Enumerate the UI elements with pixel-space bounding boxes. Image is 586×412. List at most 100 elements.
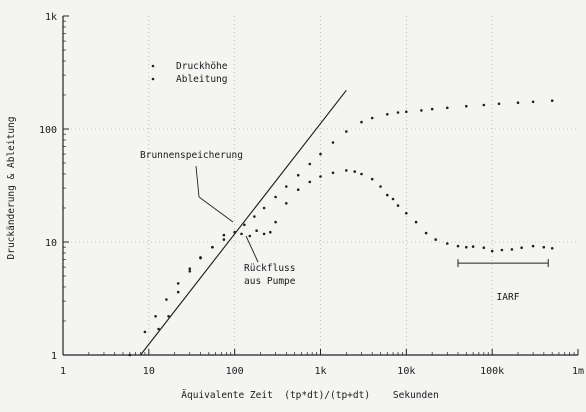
y-tick-label: 1k bbox=[45, 12, 57, 23]
legend-marker-druckhoehe bbox=[151, 64, 155, 68]
data-point bbox=[262, 206, 266, 210]
data-point bbox=[165, 298, 168, 301]
data-point bbox=[379, 185, 382, 188]
data-point bbox=[434, 238, 438, 241]
data-point bbox=[500, 248, 504, 252]
y-tick-label: 1 bbox=[51, 351, 57, 362]
data-point bbox=[319, 175, 322, 178]
data-point bbox=[482, 246, 486, 249]
data-point bbox=[414, 220, 418, 224]
data-point bbox=[396, 204, 400, 207]
data-point bbox=[497, 102, 501, 106]
data-point bbox=[269, 230, 272, 234]
data-point bbox=[360, 120, 363, 124]
data-point bbox=[248, 234, 252, 238]
data-point bbox=[167, 315, 170, 318]
data-point bbox=[370, 177, 374, 181]
legend: Druckhöhe Ableitung bbox=[151, 61, 228, 85]
data-point bbox=[143, 330, 147, 334]
data-point bbox=[319, 152, 322, 156]
data-point bbox=[353, 170, 357, 173]
data-point bbox=[370, 116, 374, 120]
data-point bbox=[345, 130, 348, 133]
data-point bbox=[424, 231, 428, 235]
x-axis-label: Äquivalente Zeit (tp*dt)/(tp+dt) Sekunde… bbox=[181, 390, 438, 401]
x-tick-label: 1 bbox=[60, 366, 66, 377]
data-point bbox=[516, 101, 520, 104]
data-point bbox=[446, 242, 449, 245]
y-axis-label: Druckänderung & Ableitung bbox=[6, 117, 17, 260]
data-point bbox=[211, 245, 214, 249]
data-point bbox=[285, 185, 288, 188]
legend-label-druckhoehe: Druckhöhe bbox=[176, 61, 228, 72]
data-point bbox=[128, 353, 132, 357]
x-tick-label: 10k bbox=[397, 366, 415, 377]
data-point bbox=[285, 202, 288, 205]
data-point bbox=[331, 141, 335, 144]
data-point bbox=[482, 103, 486, 107]
data-point bbox=[520, 246, 523, 249]
series-layer bbox=[128, 99, 554, 357]
data-point bbox=[157, 327, 160, 331]
data-point bbox=[222, 233, 226, 237]
series-druckhoehe bbox=[128, 99, 554, 357]
data-point bbox=[446, 106, 449, 110]
data-point bbox=[331, 171, 335, 175]
data-point bbox=[550, 247, 554, 250]
data-point bbox=[255, 229, 258, 232]
data-point bbox=[420, 109, 423, 112]
data-point bbox=[430, 107, 434, 111]
annotation-brunnenspeicherung: Brunnenspeicherung bbox=[140, 150, 243, 161]
data-point bbox=[510, 248, 514, 251]
y-tick-label: 100 bbox=[39, 125, 57, 136]
data-point bbox=[188, 270, 192, 273]
data-point bbox=[465, 104, 468, 108]
leader-line-rueckfluss bbox=[245, 235, 259, 263]
axes: 1 10 100 1k 10k 100k 1m 1 10 100 1k bbox=[39, 12, 584, 377]
leader-line-brunnenspeicherung-2 bbox=[198, 196, 234, 223]
x-tick-label: 1m bbox=[572, 366, 584, 377]
data-point bbox=[176, 290, 180, 294]
data-point bbox=[199, 256, 202, 260]
y-tick-label: 10 bbox=[45, 238, 57, 249]
data-point bbox=[456, 244, 460, 248]
series-ableitung bbox=[157, 169, 554, 331]
data-point bbox=[274, 220, 277, 224]
data-point bbox=[542, 245, 546, 249]
data-point bbox=[253, 215, 256, 218]
data-point bbox=[308, 180, 312, 184]
data-point bbox=[176, 282, 180, 285]
x-tick-label: 10 bbox=[143, 366, 155, 377]
data-point bbox=[274, 195, 277, 199]
data-point bbox=[243, 223, 246, 227]
data-point bbox=[222, 238, 226, 241]
data-point bbox=[188, 267, 192, 271]
data-point bbox=[531, 100, 535, 104]
annotations bbox=[195, 165, 549, 268]
data-point bbox=[240, 232, 243, 236]
data-point bbox=[471, 245, 475, 248]
x-tick-label: 100 bbox=[226, 366, 244, 377]
data-point bbox=[308, 162, 312, 166]
data-point bbox=[296, 173, 300, 177]
data-point bbox=[396, 111, 400, 114]
data-point bbox=[386, 113, 389, 116]
data-point bbox=[262, 232, 266, 236]
data-point bbox=[550, 99, 554, 102]
data-point bbox=[386, 193, 389, 197]
data-point bbox=[296, 188, 300, 191]
annotation-rueckfluss: Rückfluss bbox=[244, 263, 295, 274]
data-point bbox=[490, 249, 494, 253]
data-point bbox=[531, 244, 535, 248]
grid bbox=[63, 16, 578, 355]
annotation-iarf: IARF bbox=[497, 292, 520, 303]
reference-lines bbox=[140, 89, 347, 356]
legend-label-ableitung: Ableitung bbox=[176, 74, 227, 85]
data-point bbox=[233, 230, 236, 234]
data-point bbox=[391, 197, 395, 201]
x-tick-label: 100k bbox=[480, 366, 504, 377]
data-point bbox=[465, 245, 468, 249]
leader-line-brunnenspeicherung bbox=[195, 165, 200, 198]
data-point bbox=[345, 169, 348, 172]
